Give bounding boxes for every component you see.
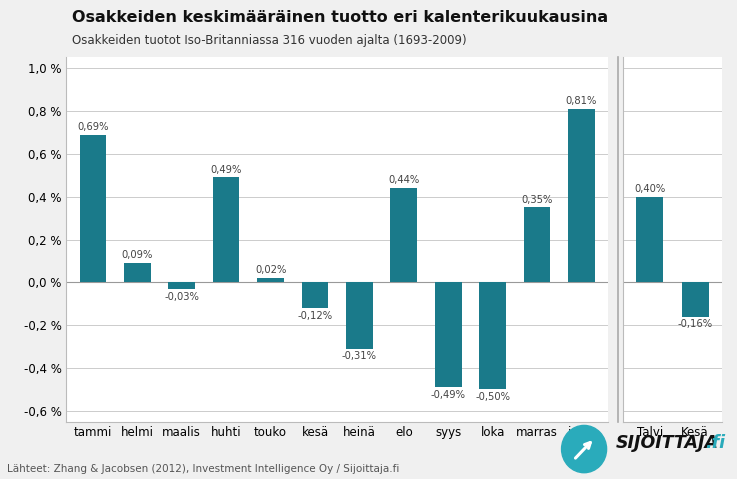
- Bar: [391, 188, 417, 282]
- Bar: [636, 197, 663, 282]
- Text: -0,50%: -0,50%: [475, 392, 510, 402]
- Bar: [435, 282, 461, 387]
- Bar: [568, 109, 595, 282]
- Text: 0,09%: 0,09%: [122, 250, 153, 260]
- Text: 0,40%: 0,40%: [635, 184, 666, 194]
- Bar: [169, 282, 195, 289]
- Text: Lähteet: Zhang & Jacobsen (2012), Investment Intelligence Oy / Sijoittaja.fi: Lähteet: Zhang & Jacobsen (2012), Invest…: [7, 464, 399, 474]
- Text: -0,16%: -0,16%: [677, 319, 713, 330]
- Text: 0,44%: 0,44%: [388, 175, 419, 185]
- Text: -0,31%: -0,31%: [342, 352, 377, 362]
- Bar: [301, 282, 328, 308]
- Circle shape: [562, 425, 607, 473]
- Text: 0,35%: 0,35%: [521, 194, 553, 205]
- Bar: [80, 135, 106, 282]
- Text: 0,02%: 0,02%: [255, 265, 286, 275]
- Bar: [124, 263, 150, 282]
- Text: SIJOITTAJA: SIJOITTAJA: [615, 434, 719, 452]
- Text: Osakkeiden keskimääräinen tuotto eri kalenterikuukausina: Osakkeiden keskimääräinen tuotto eri kal…: [71, 10, 608, 25]
- Bar: [682, 282, 709, 317]
- Text: Osakkeiden tuotot Iso-Britanniassa 316 vuoden ajalta (1693-2009): Osakkeiden tuotot Iso-Britanniassa 316 v…: [71, 34, 467, 47]
- Bar: [213, 177, 240, 282]
- Bar: [257, 278, 284, 282]
- Text: 0,49%: 0,49%: [211, 165, 242, 175]
- Text: .fi: .fi: [705, 434, 725, 452]
- Bar: [524, 207, 551, 282]
- Text: 0,69%: 0,69%: [77, 122, 109, 132]
- Text: -0,12%: -0,12%: [298, 311, 332, 321]
- Text: -0,03%: -0,03%: [164, 292, 199, 302]
- Bar: [479, 282, 506, 389]
- Bar: [346, 282, 373, 349]
- Text: 0,81%: 0,81%: [566, 96, 597, 106]
- Text: -0,49%: -0,49%: [430, 390, 466, 400]
